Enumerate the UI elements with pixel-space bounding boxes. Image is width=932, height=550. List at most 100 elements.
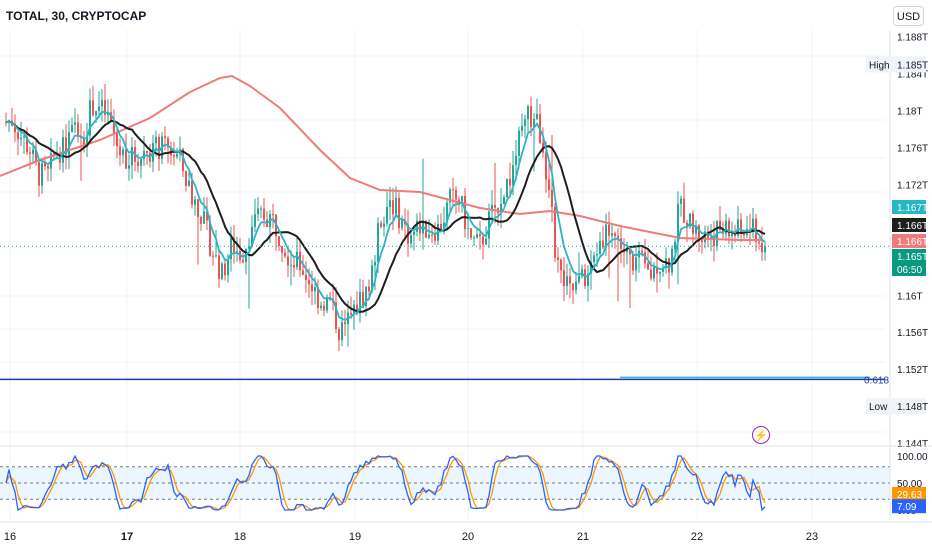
price-label-text: 1.166T xyxy=(897,221,928,232)
candle-body xyxy=(599,240,601,255)
candle-body xyxy=(86,135,88,145)
candle-body xyxy=(677,203,679,242)
price-label-bg xyxy=(892,218,926,232)
price-label-text: 06:50 xyxy=(897,265,922,276)
candle-body xyxy=(146,151,148,153)
time-tick-label: 17 xyxy=(121,531,133,543)
candle-body xyxy=(101,100,103,107)
candle-body xyxy=(653,267,655,279)
candle-body xyxy=(473,237,475,239)
candle-body xyxy=(287,256,289,266)
price-tick-label: 1.152T xyxy=(897,365,928,376)
price-label-text: 1.167T xyxy=(897,203,928,214)
candle-body xyxy=(302,270,304,275)
candle-body xyxy=(182,149,184,172)
stoch-k-value: 7.09 xyxy=(897,502,917,513)
candle-body xyxy=(44,163,46,167)
candle-body xyxy=(272,214,274,216)
candle-body xyxy=(761,243,763,253)
price-tick-label: 1.144T xyxy=(897,439,928,450)
candle-body xyxy=(503,197,505,205)
high-marker-label: High xyxy=(869,60,890,71)
candle-body xyxy=(206,211,208,221)
time-tick-label: 19 xyxy=(349,531,361,543)
candle-body xyxy=(704,231,706,243)
candle-body xyxy=(95,111,97,116)
candle-body xyxy=(323,305,325,311)
candle-body xyxy=(728,220,730,237)
candle-body xyxy=(695,225,697,234)
candle-body xyxy=(629,247,631,255)
candle-body xyxy=(764,246,766,253)
candle-body xyxy=(257,208,259,215)
candle-body xyxy=(632,254,634,271)
candle-body xyxy=(569,276,571,284)
candle-body xyxy=(368,286,370,292)
candle-body xyxy=(611,233,613,236)
ma-slow-line xyxy=(0,74,762,241)
candle-body xyxy=(737,219,739,236)
candle-body xyxy=(5,122,7,123)
candle-body xyxy=(380,223,382,227)
candle-body xyxy=(731,231,733,237)
candle-body xyxy=(431,234,433,236)
fib-label: 0.618 xyxy=(864,375,889,386)
candle-body xyxy=(89,100,91,136)
candle-body xyxy=(752,218,754,233)
candle-body xyxy=(221,263,223,279)
candle-body xyxy=(740,219,742,233)
time-tick-label: 23 xyxy=(806,531,818,543)
time-tick-label: 20 xyxy=(462,531,474,543)
candle-body xyxy=(92,100,94,116)
candle-body xyxy=(419,220,421,234)
candle-body xyxy=(164,136,166,139)
candle-body xyxy=(314,287,316,292)
candle-body xyxy=(254,214,256,227)
candle-body xyxy=(215,255,217,257)
lightning-icon[interactable]: ⚡ xyxy=(752,426,770,444)
candle-body xyxy=(563,270,565,287)
candle-body xyxy=(575,281,577,291)
time-axis: 16 17 18 19 20 21 22 23 xyxy=(0,521,932,543)
candle-body xyxy=(692,213,694,234)
candle-body xyxy=(341,322,343,341)
fib-level: 0.618 xyxy=(0,375,889,386)
candle-body xyxy=(248,246,250,249)
candle-body xyxy=(614,233,616,236)
candle-body xyxy=(758,241,760,244)
candle-body xyxy=(308,279,310,285)
candle-body xyxy=(482,236,484,245)
high-marker-value: 1.185T xyxy=(897,60,928,71)
candle-body xyxy=(362,292,364,306)
candle-body xyxy=(410,234,412,244)
moving-averages xyxy=(0,74,766,322)
candle-body xyxy=(311,284,313,292)
price-label-bg xyxy=(892,249,926,263)
candle-body xyxy=(278,236,280,247)
candle-body xyxy=(194,199,196,205)
candle-body xyxy=(251,226,253,247)
candle-body xyxy=(647,263,649,270)
price-label-text: 1.166T xyxy=(897,237,928,248)
candle-body xyxy=(137,161,139,166)
candle-body xyxy=(77,122,79,137)
candle-body xyxy=(20,137,22,140)
stoch-k-line xyxy=(5,454,766,512)
candle-body xyxy=(608,224,610,236)
low-marker-value: 1.148T xyxy=(897,402,928,413)
currency-button[interactable]: USD xyxy=(893,6,924,26)
stoch-d-value: 29.63 xyxy=(897,490,922,501)
price-tick-label: 1.16T xyxy=(897,291,923,302)
candle-body xyxy=(689,213,691,227)
candle-body xyxy=(389,200,391,208)
candle-body xyxy=(305,274,307,280)
candle-body xyxy=(488,211,490,239)
candle-body xyxy=(212,255,214,257)
time-tick-label: 21 xyxy=(577,531,589,543)
candle-body xyxy=(698,225,700,241)
stochastic-oscillator xyxy=(0,454,890,512)
candle-body xyxy=(131,146,133,166)
candle-body xyxy=(641,250,643,253)
